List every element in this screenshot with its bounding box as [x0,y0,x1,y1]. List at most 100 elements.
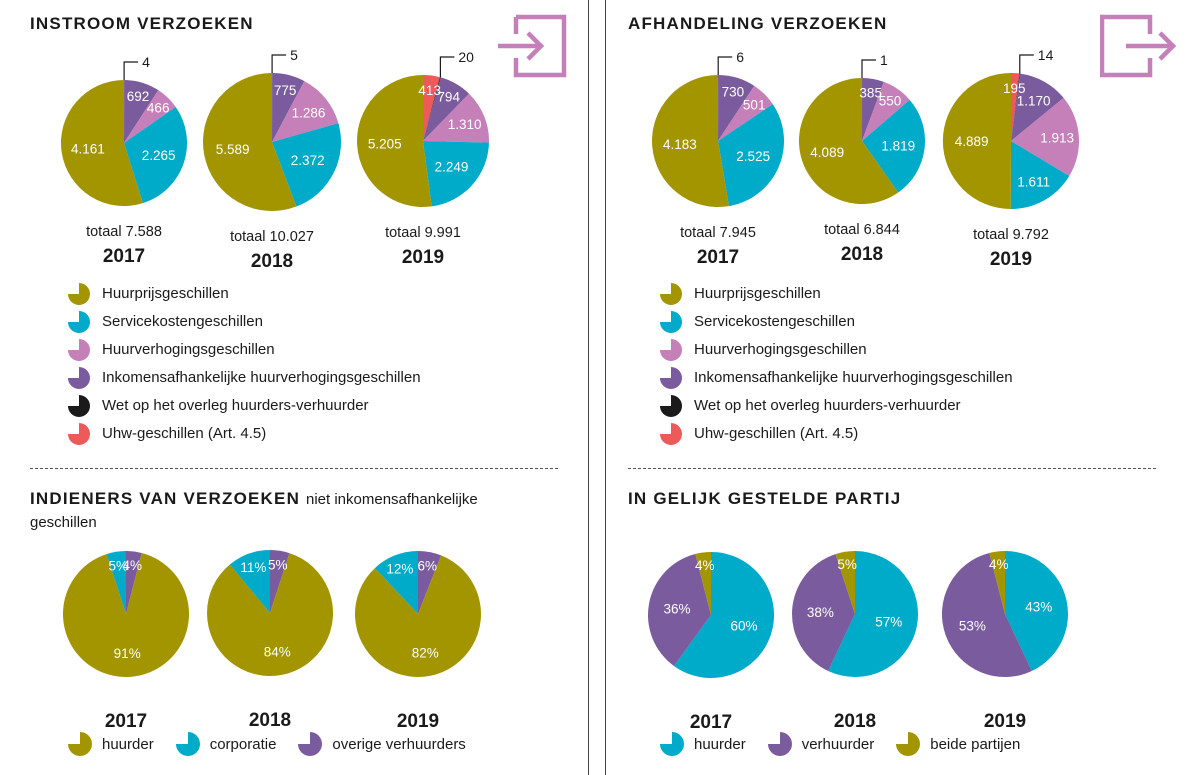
data-label: 57% [875,615,902,630]
legend-label: beide partijen [930,735,1021,753]
legend-label: Huurverhogingsgeschillen [102,341,275,358]
total-label: totaal 9.991 [385,225,461,241]
data-label: 14 [1038,47,1054,63]
pie-2019: 195 14 1.170 1.913 1.611 4.889 totaal 9.792 201… [942,47,1079,270]
pie-2018: 5 775 1.286 2.372 5.589 totaal 10.027 2018 [202,47,342,272]
legend-label: huurder [694,735,746,753]
data-label: 5.589 [216,142,250,157]
legend-label: Uhw-geschillen (Art. 4.5) [694,425,859,442]
legend-swatch [68,367,90,389]
legend-swatch [68,311,90,333]
pie-2019: 6% 82% 12% 2019 [354,551,481,732]
data-label: 1.611 [1017,174,1050,189]
legend-item-servicekostengeschillen: Servicekostengeschillen [68,311,421,339]
pie-slice-huurverhogingsgeschillen [718,85,773,141]
data-label: 413 [418,83,441,98]
legend-item-corporatie: corporatie [175,732,277,756]
year-label: 2019 [402,247,444,268]
data-label: 4.161 [71,142,105,157]
data-label: 1.170 [1017,94,1051,109]
sign-out-icon [1100,14,1177,78]
data-label: 1 [880,52,888,68]
callout-line [1019,54,1034,74]
data-label: 2.525 [736,149,770,164]
legend-item-huurprijsgeschillen: Huurprijsgeschillen [660,283,1013,311]
legend-swatch [896,732,921,756]
total-label: totaal 6.844 [824,222,900,238]
pie-slice-huurverhogingsgeschillen [423,93,490,143]
data-label: 5 [290,47,298,63]
partij-title: IN GELIJK GESTELDE PARTIJ [628,489,902,508]
sign-in-icon [498,14,567,78]
legend-label: Wet op het overleg huurders-verhuurder [694,397,961,414]
year-label: 2018 [251,251,293,272]
year-label: 2017 [105,711,147,732]
callout-line [861,59,876,78]
indieners-title: INDIENERS VAN VERZOEKEN niet inkomensafh… [30,489,478,509]
legend-swatch [767,732,792,756]
legend-label: Uhw-geschillen (Art. 4.5) [102,425,267,442]
data-label: 2.249 [435,160,469,175]
pie-slice-uhw-geschillen-art-4-5 [1011,73,1020,141]
data-label: 1.913 [1040,131,1074,146]
pie-slice-huurverhogingsgeschillen [862,81,910,141]
pie-slice-verhuurder [792,554,855,671]
instroom-title: INSTROOM VERZOEKEN [30,14,254,33]
partij-chart: 60% 36% 4% 2017 57% 38% 5% 2018 43% 53% 4% 2019 [647,551,1068,733]
pie-slice-servicekostengeschillen [718,104,785,207]
legend-swatch [660,732,684,756]
pie-slice-huurder [207,553,334,676]
data-label: 4% [989,557,1009,572]
legend-swatch [660,311,682,333]
data-label: 775 [274,83,297,98]
data-label: 4 [142,54,150,70]
legend-swatch [660,283,682,305]
data-label: 4.183 [663,137,697,152]
pie-slice-huurprijsgeschillen [202,73,297,211]
legend-label: Wet op het overleg huurders-verhuurder [102,397,369,414]
indieners-subtitle-line2: geschillen [30,514,97,531]
pie-slice-huurverhogingsgeschillen [124,90,176,143]
data-label: 36% [663,602,690,617]
data-label: 501 [743,97,766,112]
legend-item-uhw-geschillen-art-4-5: Uhw-geschillen (Art. 4.5) [68,423,421,451]
legend-swatch [68,423,90,445]
left-panel: INSTROOM VERZOEKEN 4 692 466 2.265 4.161 tota… [0,0,589,775]
pie-slice-beide-partijen [989,551,1005,614]
pie-2017: 60% 36% 4% 2017 [647,552,774,733]
right-panel: AFHANDELING VERZOEKEN 6 730 501 2.525 4.183 t… [605,0,1191,775]
callout-line [717,56,733,75]
pie-slice-inkomensafhankelijke-huurverhogingsgeschillen [423,77,470,141]
pie-slice-servicekostengeschillen [423,141,489,207]
year-label: 2017 [690,712,732,733]
pie-slice-huurder [62,552,189,677]
divider [628,468,1156,469]
legend-item-wet-op-het-overleg-huurders-verhuurder: Wet op het overleg huurders-verhuurder [68,395,421,423]
indieners-chart: 4% 91% 5% 2017 5% 84% 11% 2018 6% 82% 12% 2019 [62,550,481,732]
legend-label: Servicekostengeschillen [694,313,855,330]
legend-label: overige verhuurders [332,735,466,753]
data-label: 20 [458,49,474,65]
data-label: 84% [264,644,291,659]
year-label: 2018 [834,711,876,732]
data-label: 4.889 [955,134,989,149]
data-label: 53% [959,619,986,634]
data-label: 794 [437,89,460,104]
year-label: 2019 [990,249,1032,270]
pie-slice-huurder [828,551,919,677]
pie-slice-huurder [673,552,774,678]
year-label: 2017 [103,246,145,267]
legend-label: corporatie [209,735,277,753]
pie-slice-servicekostengeschillen [124,106,188,204]
legend-label: huurder [102,735,154,753]
data-label: 5% [837,557,857,572]
legend-swatch [175,732,200,756]
callout-line [123,61,139,80]
legend-swatch [660,339,682,361]
pie-slice-huurder [354,555,481,677]
data-label: 2.372 [291,153,325,168]
